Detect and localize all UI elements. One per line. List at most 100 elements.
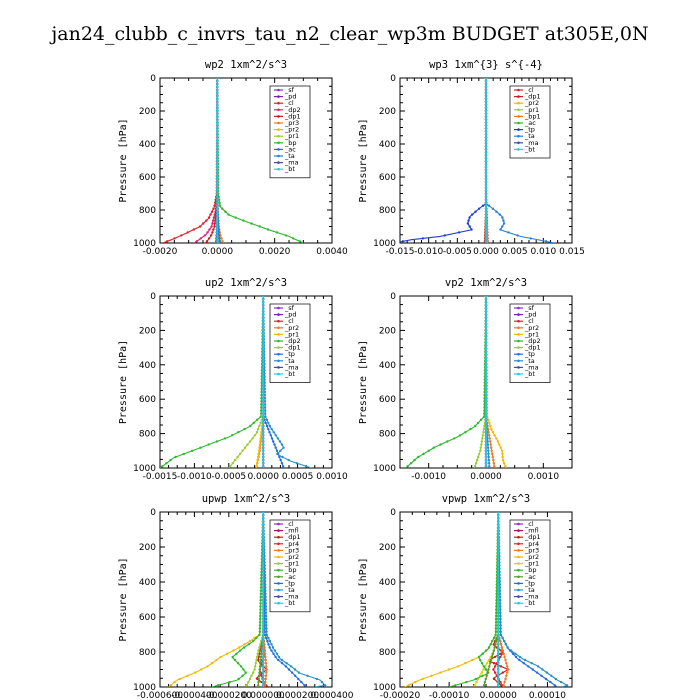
legend-marker [517,352,520,356]
series-point-bt [262,580,265,583]
series-point-bp [238,649,242,652]
series-point-bt [497,680,500,684]
series-point-dp2 [208,228,211,231]
series-point-ac [484,677,487,681]
series-point-pr3 [500,646,504,649]
series-point-pr2 [447,668,451,671]
series-point-bt [216,192,219,195]
legend-marker [277,601,280,605]
series-point-pr2 [173,680,176,684]
series-point-bt [484,390,488,394]
series-point-cl [166,240,169,243]
legend-entry: _pr2 [284,324,299,332]
series-point-tp [273,443,276,446]
legend-marker [517,568,520,572]
series-point-pr1 [245,684,249,687]
series-point-ta [268,639,272,643]
series-group [400,78,555,243]
y-tick-label: 200 [139,326,156,336]
series-point-ta [499,617,502,621]
series-point-pr2 [206,665,209,668]
y-tick-label: 600 [379,613,396,623]
legend-marker [517,339,520,343]
legend-marker [277,575,280,579]
series-point-pr4 [492,668,495,671]
series-point-pr2 [225,652,229,655]
series-point-tp [263,630,267,633]
series-point-bt [484,297,488,301]
series-point-dp1 [480,443,483,446]
series-point-ta [267,636,270,640]
series-point-tp [290,671,294,674]
y-tick-label: 0 [150,74,156,84]
series-point-pr1 [485,662,489,665]
series-point-ac [257,677,260,681]
series-point-pr3 [506,671,509,674]
series-point-bt [216,207,219,210]
series-point-bt [216,228,219,231]
series-point-pr2 [169,684,172,687]
series-point-bt [484,381,488,384]
series-point-dp2 [182,452,186,456]
series-point-bt [484,183,488,187]
series-point-bt [216,82,219,86]
series-point-bp [237,677,240,681]
series-point-ta [265,627,268,630]
series-point-dp2 [211,219,215,222]
series-point-bt [216,133,219,136]
series-point-bt [262,296,265,298]
series-point-ta [268,424,271,428]
legend-marker [277,326,280,330]
series-point-dp1 [482,427,486,431]
series-point-dp1 [493,677,496,681]
panel-title: wp2 1xm^2/s^3 [205,59,287,71]
series-point-bt [484,219,488,222]
series-point-bt [484,341,488,344]
series-point-bt [262,536,265,539]
series-point-bp [259,611,262,614]
x-tick-label: 0.000 [473,247,499,257]
legend-marker [277,549,280,552]
series-point-bt [216,180,219,184]
series-point-bp [242,646,246,649]
legend-marker [277,306,280,310]
x-tick-label: -0.0005 [211,472,246,482]
series-point-tp [280,462,284,465]
series-point-ac [483,680,487,684]
series-point-bt [484,347,488,350]
series-point-dp1 [231,462,234,465]
series-point-bt [484,465,488,468]
series-point-ta [264,611,268,614]
series-point-pr1 [480,671,483,674]
legend-entry: _ma [284,363,299,371]
series-point-dp1 [474,462,478,465]
series-point-ta [265,633,268,637]
series-point-bt [262,403,265,406]
series-point-pr1 [259,434,263,437]
series-point-bt [484,82,488,86]
series-point-tp [535,671,539,674]
legend-marker [277,568,280,572]
series-point-dp2 [199,446,202,449]
series-point-dp2 [409,462,413,465]
series-point-bt [484,94,488,98]
series-point-bt [262,649,265,652]
series-point-tp [531,668,534,671]
series-point-bp [218,204,222,207]
series-point-pr4 [499,655,502,659]
legend-marker [277,148,280,151]
series-point-bt [497,630,500,633]
series-point-pr2 [490,446,493,449]
legend-entry: _dp2 [284,337,301,345]
series-point-ta [271,646,275,649]
series-point-pr3 [265,668,268,671]
series-point-ta [277,655,281,659]
series-point-bp [259,589,263,592]
series-point-dp1 [499,652,502,655]
series-point-bt [484,91,488,95]
legend-entry: _pr3 [284,119,299,127]
series-point-bt [497,589,500,592]
series-point-ta [503,639,506,643]
series-point-pr2 [232,649,235,652]
